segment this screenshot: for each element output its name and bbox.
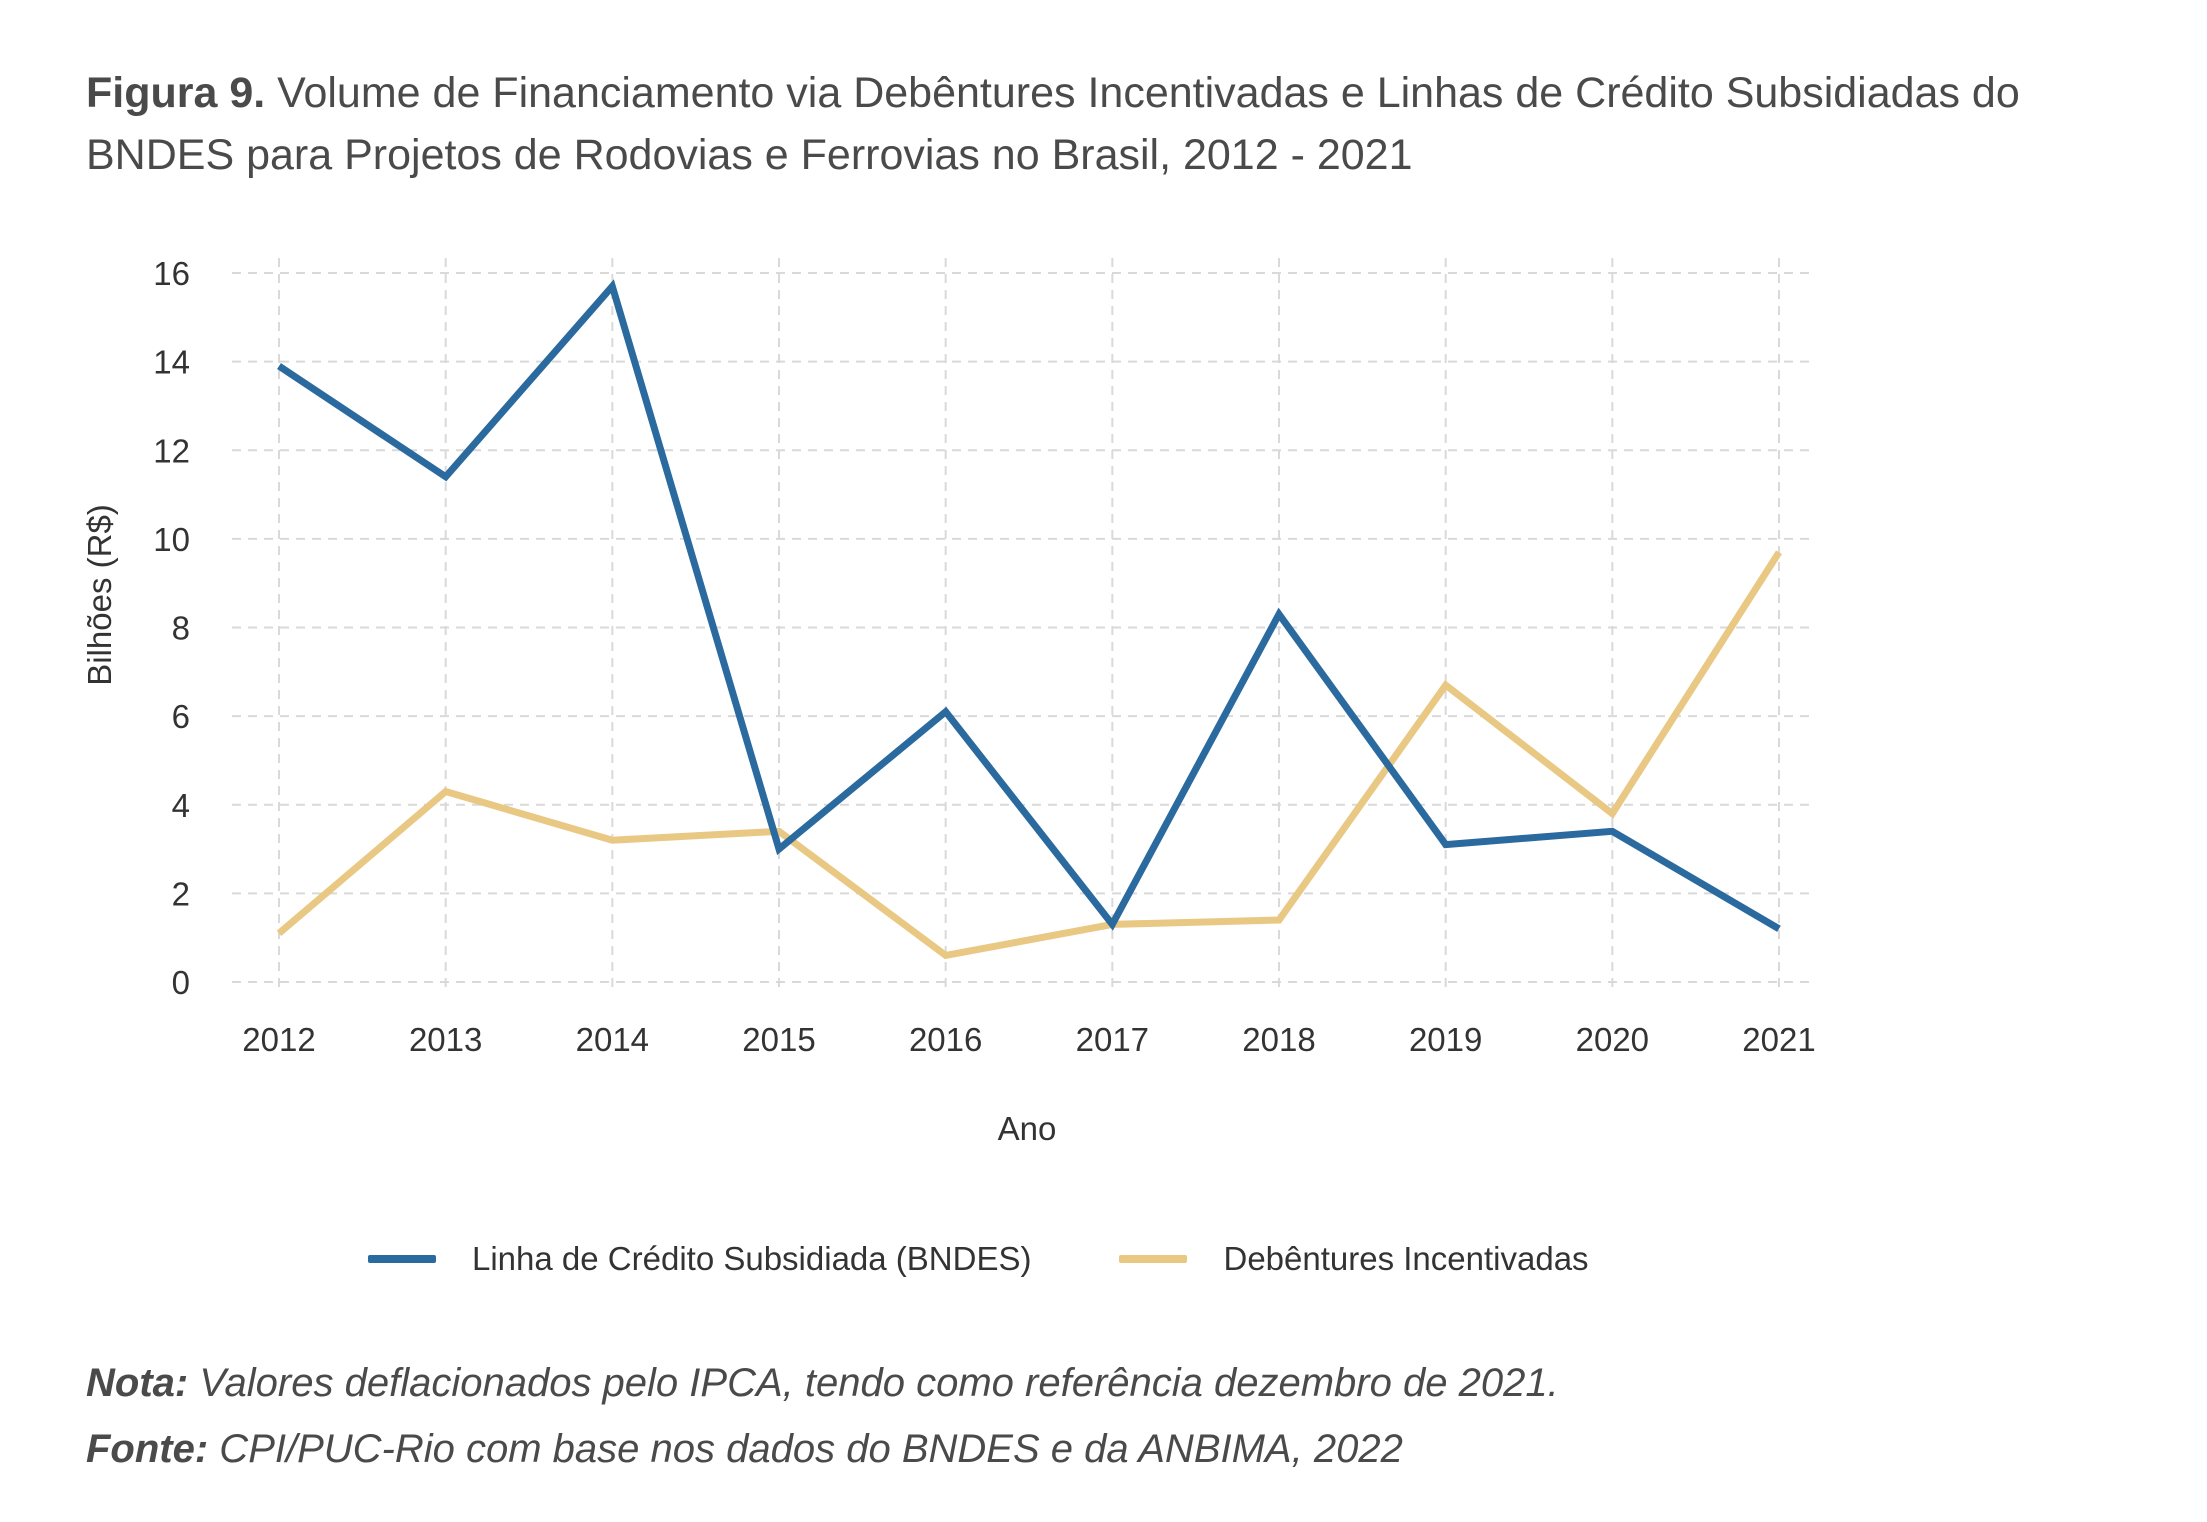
y-tick-4: 4 [172, 787, 190, 824]
figure-title: Figura 9. Volume de Financiamento via De… [86, 62, 2166, 186]
fonte-line: Fonte: CPI/PUC-Rio com base nos dados do… [86, 1416, 1559, 1482]
nota-label: Nota: [86, 1361, 189, 1405]
figure-label: Figura 9. [86, 69, 266, 117]
y-axis-ticks: 0 2 4 6 8 10 12 14 16 [153, 255, 190, 1001]
series-line-debentures [276, 550, 1782, 960]
legend-item-bndes: Linha de Crédito Subsidiada (BNDES) [368, 1240, 1031, 1278]
series-line-bndes [277, 279, 1781, 932]
x-axis-title: Ano [998, 1110, 1057, 1147]
vertical-gridlines [278, 258, 1780, 990]
legend-label-bndes: Linha de Crédito Subsidiada (BNDES) [472, 1240, 1032, 1277]
nota-line: Nota: Valores deflacionados pelo IPCA, t… [86, 1350, 1559, 1416]
x-tick-2013: 2013 [409, 1021, 482, 1058]
y-tick-0: 0 [172, 964, 190, 1001]
y-tick-6: 6 [172, 698, 190, 735]
nota-text: Valores deflacionados pelo IPCA, tendo c… [188, 1361, 1559, 1405]
y-tick-10: 10 [153, 521, 190, 558]
legend-swatch-debentures [1119, 1255, 1188, 1263]
series-lines [276, 279, 1782, 960]
x-tick-2016: 2016 [909, 1021, 982, 1058]
y-tick-14: 14 [153, 344, 190, 381]
y-tick-2: 2 [172, 875, 190, 912]
y-tick-8: 8 [172, 610, 190, 647]
x-tick-2012: 2012 [242, 1021, 315, 1058]
horizontal-gridlines [232, 272, 1812, 983]
y-tick-12: 12 [153, 432, 190, 469]
figure-title-text: Volume de Financiamento via Debêntures I… [86, 69, 2020, 179]
x-tick-2014: 2014 [576, 1021, 649, 1058]
chart-legend: Linha de Crédito Subsidiada (BNDES) Debê… [368, 1240, 1589, 1278]
x-tick-2015: 2015 [742, 1021, 815, 1058]
y-tick-16: 16 [153, 255, 190, 292]
x-axis-ticks: 2012 2013 2014 2015 2016 2017 2018 2019 2020 2021 [242, 1021, 1815, 1058]
figure-notes: Nota: Valores deflacionados pelo IPCA, t… [86, 1350, 1559, 1482]
y-axis-title: Bilhões (R$) [81, 504, 118, 686]
x-tick-2017: 2017 [1076, 1021, 1149, 1058]
legend-item-debentures: Debêntures Incentivadas [1119, 1240, 1589, 1278]
x-tick-2020: 2020 [1576, 1021, 1649, 1058]
legend-swatch-bndes [368, 1255, 436, 1263]
x-tick-2018: 2018 [1242, 1021, 1315, 1058]
fonte-label: Fonte: [86, 1427, 209, 1471]
fonte-text: CPI/PUC-Rio com base nos dados do BNDES … [208, 1427, 1403, 1471]
x-tick-2021: 2021 [1742, 1021, 1815, 1058]
legend-label-debentures: Debêntures Incentivadas [1223, 1240, 1589, 1277]
x-tick-2019: 2019 [1409, 1021, 1482, 1058]
